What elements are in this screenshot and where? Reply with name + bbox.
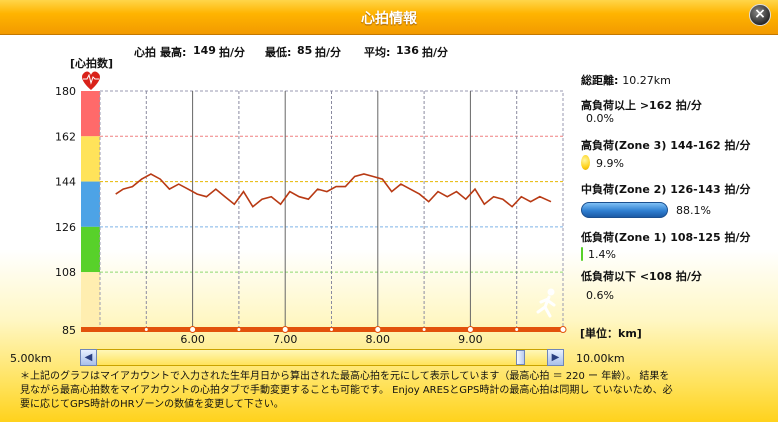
baseline-marker (466, 326, 474, 333)
footnote-line-1: ＊上記のグラフはマイアカウントで入力された生年月日から算出された最高心拍を元にし… (20, 371, 670, 382)
scroll-left-button[interactable]: ◀ (80, 349, 97, 366)
summary-avg-unit: 拍/分 (422, 46, 449, 59)
total-distance-value: 10.27km (622, 74, 671, 87)
zone-1-label: 低負荷(Zone 1) 108-125 拍/分 (581, 231, 751, 244)
summary-min-label: 最低: (265, 46, 292, 59)
runner-icon (536, 288, 556, 318)
chart-grid (81, 90, 567, 333)
baseline-marker (189, 326, 197, 333)
range-scrollbar-track[interactable] (80, 349, 564, 366)
close-button[interactable]: × (749, 4, 771, 26)
summary-hr-label: 心拍 (134, 46, 156, 59)
y-axis-unit: [心拍数] (70, 57, 114, 70)
baseline-marker (559, 326, 567, 333)
zone-bands (81, 91, 100, 330)
zone-band-2 (81, 181, 100, 227)
baseline-marker (514, 327, 520, 332)
zone-2-bar (581, 202, 668, 218)
footnote-line-2: 見ながら最高心拍数をマイアカウントの心拍タブで手動変更することも可能です。 En… (20, 385, 673, 396)
summary-min-value: 85 (297, 44, 313, 57)
y-tick-180: 180 (55, 85, 76, 98)
summary-min-unit: 拍/分 (315, 46, 342, 59)
baseline-marker (374, 326, 382, 333)
y-tick-85: 85 (62, 324, 76, 337)
y-tick-162: 162 (55, 130, 76, 143)
range-start-label: 5.00km (10, 352, 52, 365)
x-axis-unit: [単位：km] (580, 327, 642, 340)
y-tick-labels: 180 162 144 126 108 85 (55, 85, 76, 337)
zone-3-bar (581, 155, 590, 170)
x-tick-labels: 6.00 7.00 8.00 9.00 (180, 333, 482, 346)
summary-max-label: 最高: (160, 46, 187, 59)
baseline-marker (421, 327, 427, 332)
zone-below-low-percent: 0.6% (586, 289, 614, 302)
x-tick-6.00: 6.00 (180, 333, 205, 346)
window-title: 心拍情報 (361, 11, 417, 27)
heart-rate-line (115, 173, 552, 208)
baseline-marker (281, 326, 289, 333)
zone-3-label: 高負荷(Zone 3) 144-162 拍/分 (581, 139, 751, 152)
y-tick-108: 108 (55, 266, 76, 279)
zone-band-3 (81, 226, 100, 273)
footnote-line-3: 要に応じてGPS時計のHRゾーンの数値を変更して下さい。 (20, 399, 284, 410)
zone-above-high-percent: 0.0% (586, 112, 614, 125)
zone-below-low-label: 低負荷以下 <108 拍/分 (581, 270, 702, 283)
baseline-bar (81, 327, 563, 332)
zone-1-bar (581, 247, 583, 261)
zone-band-4 (81, 272, 100, 330)
heart-icon (82, 71, 100, 90)
window-titlebar: 心拍情報 × (0, 0, 778, 35)
summary-avg-value: 136 (396, 44, 419, 57)
zone-2-percent: 88.1% (676, 204, 711, 217)
x-tick-9.00: 9.00 (458, 333, 483, 346)
summary-avg-label: 平均: (364, 46, 391, 59)
summary-max-unit: 拍/分 (219, 46, 246, 59)
scroll-right-button[interactable]: ▶ (547, 349, 564, 366)
summary-max-value: 149 (193, 44, 216, 57)
total-distance-label: 総距離: 10.27km (581, 74, 671, 87)
x-tick-8.00: 8.00 (366, 333, 391, 346)
baseline-marker (236, 327, 242, 332)
zone-band-1 (81, 136, 100, 182)
y-tick-144: 144 (55, 176, 76, 189)
x-tick-7.00: 7.00 (273, 333, 298, 346)
zone-band-0 (81, 91, 100, 137)
zone-above-high-label: 高負荷以上 >162 拍/分 (581, 99, 702, 112)
y-tick-126: 126 (55, 221, 76, 234)
zone-2-label: 中負荷(Zone 2) 126-143 拍/分 (581, 183, 751, 196)
baseline-marker (143, 327, 149, 332)
zone-3-percent: 9.9% (596, 157, 624, 170)
range-end-label: 10.00km (576, 352, 625, 365)
baseline-marker (329, 327, 334, 332)
zone-1-percent: 1.4% (588, 248, 616, 261)
range-scroll-thumb[interactable] (516, 350, 525, 365)
footnote: ＊上記のグラフはマイアカウントで入力された生年月日から算出された最高心拍を元にし… (20, 370, 770, 412)
